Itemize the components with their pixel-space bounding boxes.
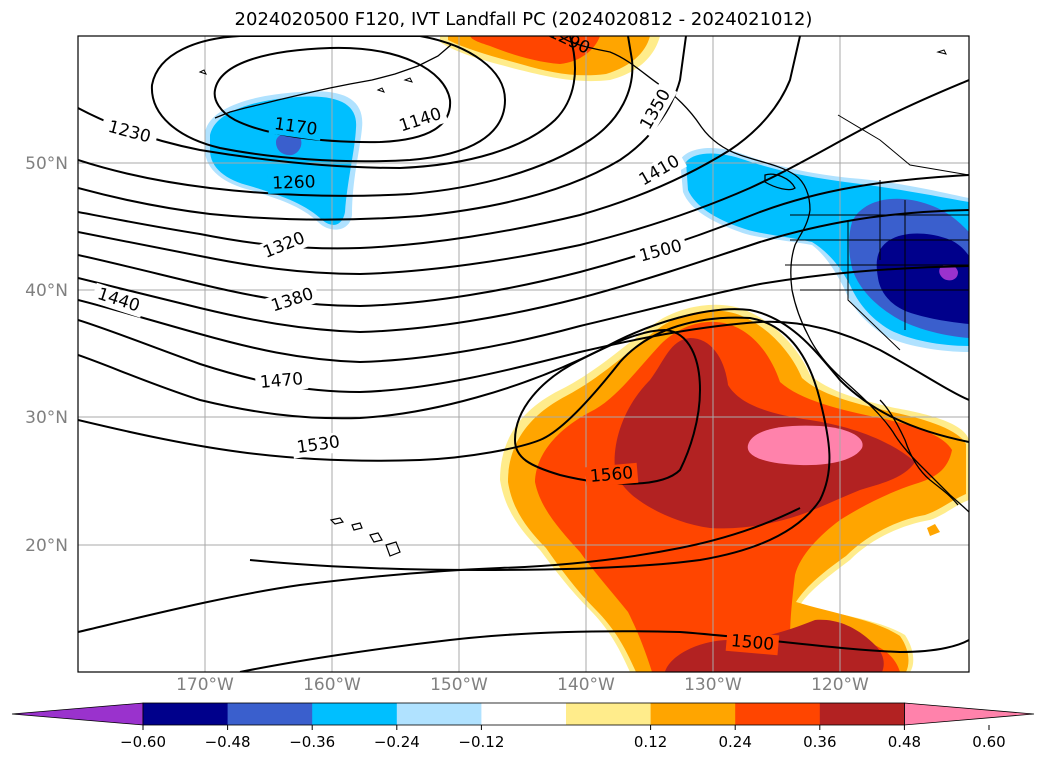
state-borders [785,114,969,351]
contour-1380 [78,174,969,308]
map-frame [77,35,970,673]
colorbar-tick-label: −0.24 [374,733,420,751]
contour-1500-south [78,507,969,672]
contour-1440 [78,265,969,364]
colorbar-box [481,703,567,725]
contour-1260 [78,36,634,197]
colorbar-box [396,703,482,725]
colorbar-box [227,703,313,725]
colorbar-box [819,703,905,725]
positive-anomaly-south [500,304,969,672]
colorbar-tick-label: 0.60 [972,733,1005,751]
longitude-labels: 170°W 160°W 150°W 140°W 130°W 120°W [176,675,869,695]
contour-1470 [78,319,969,401]
contour-1320 [78,36,801,250]
colorbar-tick-label: 0.36 [803,733,836,751]
colorbar-box [650,703,736,725]
colorbar-extend-high [904,702,1035,726]
contour-label: 1260 [272,172,316,193]
lat-label: 50°N [25,154,68,174]
small-islands [198,49,947,93]
positive-anomaly-north [440,36,660,82]
colorbar-tick-label: −0.48 [205,733,251,751]
latitude-labels: 50°N 40°N 30°N 20°N [25,154,68,556]
colorbar-tick-label: −0.36 [289,733,335,751]
map-title: 2024020500 F120, IVT Landfall PC (202402… [234,9,813,30]
contour-label: 1470 [259,369,304,393]
lat-label: 40°N [25,281,68,301]
contour-1530 [78,316,831,572]
aleutian-islands [214,43,453,119]
colorbar-outline [142,702,905,726]
colorbar-box [143,703,229,725]
colorbar-tick-label: 0.24 [718,733,751,751]
colorbar-box [735,703,821,725]
lon-label: 170°W [176,675,234,695]
lat-label: 30°N [25,408,68,428]
lon-label: 150°W [430,675,488,695]
lon-label: 160°W [303,675,361,695]
contour-label: 1560 [589,463,634,487]
colorbar-tick-label: 0.48 [888,733,921,751]
contour-1350 [78,79,969,276]
colorbar-box [312,703,398,725]
shade-royal [276,133,302,156]
contour-1410 [78,209,969,334]
ivt-map: 1230 1170 1140 1260 1290 1350 1410 1320 … [25,35,970,695]
shade-red-orange [470,36,600,64]
colorbar-tick-label: −0.60 [120,733,166,751]
lon-label: 140°W [557,675,615,695]
contour-1560 [513,328,702,485]
lon-label: 130°W [684,675,742,695]
colorbar-extend-low [11,702,144,726]
contour-1230 [78,36,576,170]
negative-anomaly-west-coast [680,148,969,352]
colorbar-boxes [11,702,1035,726]
contour-label: 1500 [730,631,775,655]
colorbar-ticks: −0.60 −0.48 −0.36 −0.24 −0.12 0.12 0.24 0.36 0.4… [120,725,1006,751]
shade-purple [939,264,958,281]
lon-label: 120°W [811,675,869,695]
coastlines [198,36,969,557]
shade-pink [747,425,863,466]
colorbar-box [566,703,652,725]
lat-label: 20°N [25,536,68,556]
hawaii-islands [329,517,401,557]
colorbar: −0.60 −0.48 −0.36 −0.24 −0.12 0.12 0.24 0.36 0.4… [11,702,1035,751]
contour-1290 [78,36,687,221]
colorbar-tick-label: −0.12 [458,733,504,751]
shade-navy [876,233,969,324]
colorbar-tick-label: 0.12 [634,733,667,751]
alaska-coast [559,36,969,513]
shade-orange-baja [927,524,940,536]
